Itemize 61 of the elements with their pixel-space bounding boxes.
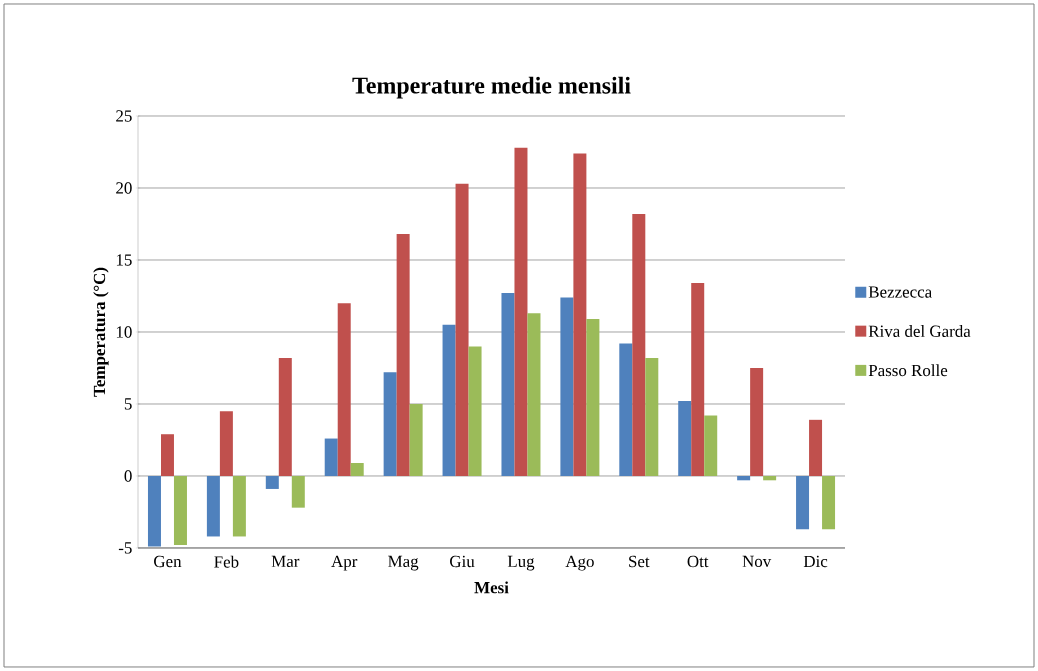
- y-axis-title: Temperatura (°C): [93, 267, 109, 397]
- bar: [750, 367, 764, 476]
- bar: [396, 234, 410, 476]
- x-tick-label: Gen: [154, 555, 182, 568]
- x-tick-label: Set: [629, 555, 650, 568]
- x-tick-label: Ott: [687, 555, 709, 568]
- bar: [160, 434, 174, 476]
- bar: [265, 475, 279, 489]
- bar: [645, 357, 659, 476]
- legend-label: Riva del Garda: [868, 325, 971, 337]
- bar: [704, 415, 718, 476]
- y-tick-label: 5: [124, 398, 132, 410]
- x-tick-label: Ago: [565, 555, 594, 571]
- bar: [324, 438, 338, 476]
- bar: [409, 403, 423, 476]
- y-tick-label: -5: [118, 542, 132, 554]
- bar: [232, 475, 246, 537]
- bar: [527, 313, 541, 476]
- x-axis-title: Mesi: [474, 581, 509, 594]
- x-tick-label: Nov: [742, 555, 772, 568]
- x-tick-label: Giu: [450, 555, 475, 568]
- bar: [442, 324, 456, 476]
- bar: [278, 357, 292, 476]
- bar: [206, 475, 220, 537]
- bar: [573, 153, 587, 476]
- bar: [678, 401, 692, 476]
- bar: [147, 475, 161, 547]
- bar: [173, 475, 187, 546]
- bar: [822, 475, 836, 530]
- bar: [586, 319, 600, 476]
- bar: [383, 372, 397, 476]
- x-tick-label: Lug: [507, 555, 535, 571]
- x-tick-label: Apr: [331, 555, 358, 571]
- y-tick-label: 15: [116, 254, 132, 266]
- x-tick-label: Dic: [803, 555, 828, 568]
- bar: [737, 475, 751, 481]
- bar: [809, 419, 823, 476]
- x-tick-label: Feb: [214, 555, 239, 568]
- y-tick-label: 25: [116, 110, 132, 122]
- x-tick-label: Mag: [388, 555, 419, 571]
- bar: [763, 475, 777, 481]
- x-tick-label: Mar: [271, 555, 300, 568]
- y-tick-label: 0: [124, 470, 132, 482]
- bar: [468, 346, 482, 476]
- bar: [337, 303, 351, 476]
- y-tick-label: 20: [116, 182, 132, 194]
- bar: [619, 343, 633, 476]
- bar: [501, 293, 515, 476]
- y-tick-label: 10: [116, 326, 132, 338]
- bar: [514, 147, 528, 476]
- bar: [796, 475, 810, 530]
- legend-label: Passo Rolle: [868, 364, 948, 377]
- chart-title: Temperature medie mensili: [352, 76, 631, 99]
- bar: [632, 213, 646, 476]
- bar: [219, 411, 233, 476]
- bar: [350, 463, 364, 476]
- bar: [560, 297, 574, 476]
- bar: [691, 283, 705, 476]
- bar: [455, 183, 469, 476]
- legend-label: Bezzecca: [868, 286, 932, 298]
- bar: [291, 475, 305, 508]
